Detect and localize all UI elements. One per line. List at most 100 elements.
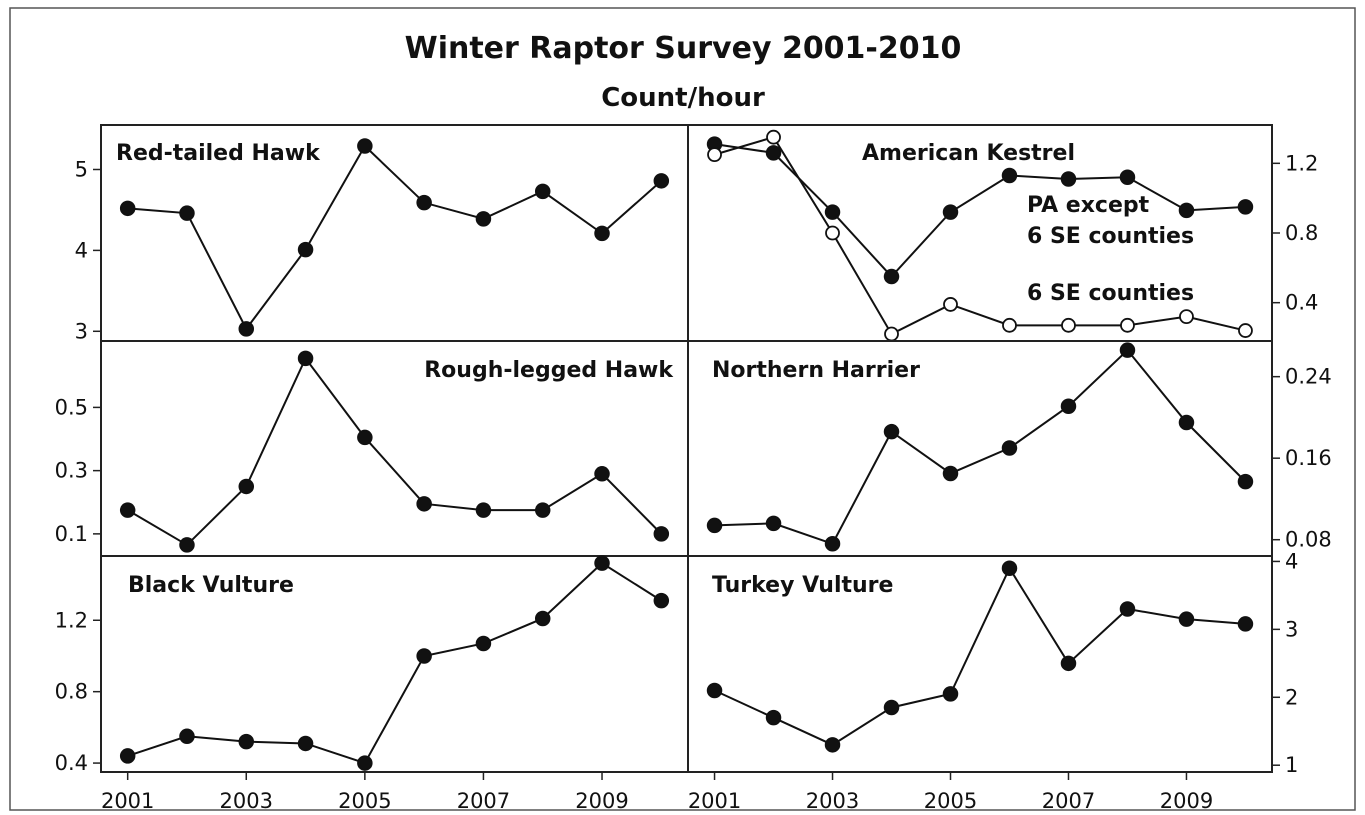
data-point-rough-legged-hawk-2001 (119, 502, 136, 518)
data-point-black-vulture-2009 (594, 555, 610, 571)
data-point-black-vulture-2004 (297, 735, 314, 752)
panels-group: 3 4 5 Red-tailed Hawk 0.4 0.8 1.2 American Kest… (55, 124, 1332, 813)
y-tick-label-northern-harrier: 0.16 (1285, 446, 1332, 470)
data-point-red-tailed-hawk-2001 (119, 200, 136, 217)
data-point-american-kestrel-2004 (884, 326, 899, 342)
data-point-red-tailed-hawk-2005 (357, 138, 373, 154)
data-point-turkey-vulture-2010 (1237, 616, 1254, 632)
data-point-red-tailed-hawk-2004 (297, 241, 314, 258)
data-point-rough-legged-hawk-2009 (594, 466, 610, 482)
panel-frame-turkey-vulture (687, 555, 1273, 773)
series-line-black-vulture (127, 561, 662, 765)
data-point-northern-harrier-2008 (1119, 342, 1136, 358)
y-tick-label-american-kestrel: 1.2 (1285, 151, 1318, 175)
data-point-northern-harrier-2001 (706, 517, 723, 534)
y-tick-label-turkey-vulture: 3 (1285, 617, 1298, 641)
data-point-black-vulture-2008 (534, 610, 551, 627)
data-point-american-kestrel-2005 (942, 204, 959, 220)
data-point-northern-harrier-2002 (765, 515, 782, 532)
y-tick-label-american-kestrel: 0.8 (1285, 221, 1318, 245)
data-point-black-vulture-2010 (653, 592, 670, 609)
data-point-northern-harrier-2009 (1178, 414, 1195, 431)
data-point-black-vulture-2007 (475, 635, 492, 652)
series-line-american-kestrel-6-se-counties (714, 136, 1246, 336)
data-point-american-kestrel-2007 (1061, 317, 1076, 333)
data-point-american-kestrel-2010 (1238, 323, 1253, 338)
x-tick-label-turkey-vulture: 2009 (1160, 789, 1213, 813)
y-tick-label-rough-legged-hawk: 0.3 (55, 459, 88, 483)
data-point-american-kestrel-2010 (1237, 199, 1254, 215)
y-tick-label-black-vulture: 0.4 (55, 751, 88, 775)
x-tick-label-turkey-vulture: 2003 (806, 789, 859, 813)
data-point-turkey-vulture-2005 (942, 686, 959, 702)
x-tick-label-turkey-vulture: 2007 (1042, 789, 1095, 813)
series-line-turkey-vulture (714, 566, 1246, 746)
panel-title-turkey-vulture: Turkey Vulture (712, 573, 893, 598)
outer-border (9, 7, 1356, 811)
data-point-turkey-vulture-2006 (1001, 560, 1018, 576)
series-line-rough-legged-hawk (127, 356, 663, 547)
data-point-rough-legged-hawk-2003 (238, 478, 255, 495)
data-point-northern-harrier-2005 (942, 465, 959, 482)
series-line-northern-harrier (714, 348, 1247, 545)
data-point-rough-legged-hawk-2004 (297, 350, 314, 367)
data-point-american-kestrel-2002 (766, 129, 781, 145)
data-point-black-vulture-2006 (416, 648, 432, 664)
chart-title: Winter Raptor Survey 2001-2010 (405, 31, 962, 66)
data-point-american-kestrel-2006 (1001, 167, 1018, 184)
x-tick-label-black-vulture: 2009 (575, 789, 628, 813)
data-point-red-tailed-hawk-2009 (594, 225, 610, 242)
data-point-american-kestrel-2004 (883, 268, 900, 285)
data-point-black-vulture-2003 (238, 733, 255, 750)
data-point-american-kestrel-2006 (1002, 317, 1017, 333)
data-point-american-kestrel-2002 (765, 145, 782, 161)
data-point-northern-harrier-2004 (883, 423, 900, 440)
x-tick-label-black-vulture: 2003 (220, 789, 273, 813)
series-line-red-tailed-hawk (127, 144, 662, 331)
y-tick-label-red-tailed-hawk: 5 (75, 157, 88, 181)
y-tick-label-turkey-vulture: 2 (1285, 685, 1298, 709)
y-tick-label-red-tailed-hawk: 3 (75, 319, 88, 343)
x-tick-label-black-vulture: 2007 (457, 789, 510, 813)
chart-subtitle: Count/hour (601, 83, 765, 113)
data-point-northern-harrier-2010 (1237, 473, 1254, 490)
data-point-turkey-vulture-2004 (883, 699, 900, 716)
y-tick-label-turkey-vulture: 1 (1285, 753, 1298, 777)
data-point-american-kestrel-2008 (1119, 169, 1136, 186)
annotation-american-kestrel-2: 6 SE counties (1027, 281, 1194, 306)
data-point-american-kestrel-2003 (825, 225, 840, 241)
series-line-american-kestrel-pa-except-6-se-counties (714, 143, 1246, 279)
data-point-american-kestrel-2005 (943, 297, 958, 312)
data-point-black-vulture-2005 (357, 755, 373, 771)
y-tick-label-american-kestrel: 0.4 (1285, 291, 1318, 315)
annotation-american-kestrel-0: PA except (1027, 193, 1150, 218)
data-point-black-vulture-2002 (179, 728, 195, 745)
data-point-red-tailed-hawk-2010 (653, 173, 670, 189)
data-point-rough-legged-hawk-2005 (357, 429, 373, 446)
data-point-rough-legged-hawk-2007 (475, 502, 492, 518)
data-point-turkey-vulture-2001 (706, 682, 723, 699)
data-point-american-kestrel-2009 (1178, 202, 1195, 219)
y-tick-label-black-vulture: 1.2 (55, 608, 88, 632)
data-point-rough-legged-hawk-2002 (179, 537, 195, 553)
data-point-turkey-vulture-2002 (765, 709, 782, 726)
data-point-turkey-vulture-2003 (824, 737, 841, 753)
data-point-red-tailed-hawk-2002 (179, 205, 195, 221)
y-tick-label-rough-legged-hawk: 0.5 (55, 395, 88, 419)
data-point-american-kestrel-2008 (1120, 317, 1135, 333)
x-tick-label-black-vulture: 2005 (338, 789, 391, 813)
data-point-turkey-vulture-2007 (1060, 655, 1077, 672)
x-tick-label-black-vulture: 2001 (101, 789, 154, 813)
x-tick-label-turkey-vulture: 2005 (924, 789, 977, 813)
data-point-red-tailed-hawk-2006 (416, 194, 432, 211)
data-point-turkey-vulture-2009 (1178, 611, 1195, 627)
data-point-northern-harrier-2007 (1060, 398, 1077, 414)
data-point-black-vulture-2001 (119, 748, 136, 764)
panel-title-red-tailed-hawk: Red-tailed Hawk (116, 141, 321, 166)
panel-title-black-vulture: Black Vulture (128, 573, 294, 598)
data-point-red-tailed-hawk-2003 (238, 321, 255, 337)
panel-title-american-kestrel: American Kestrel (862, 141, 1075, 166)
data-point-turkey-vulture-2008 (1119, 601, 1136, 617)
data-point-northern-harrier-2003 (824, 536, 841, 552)
y-tick-label-turkey-vulture: 4 (1285, 549, 1298, 573)
